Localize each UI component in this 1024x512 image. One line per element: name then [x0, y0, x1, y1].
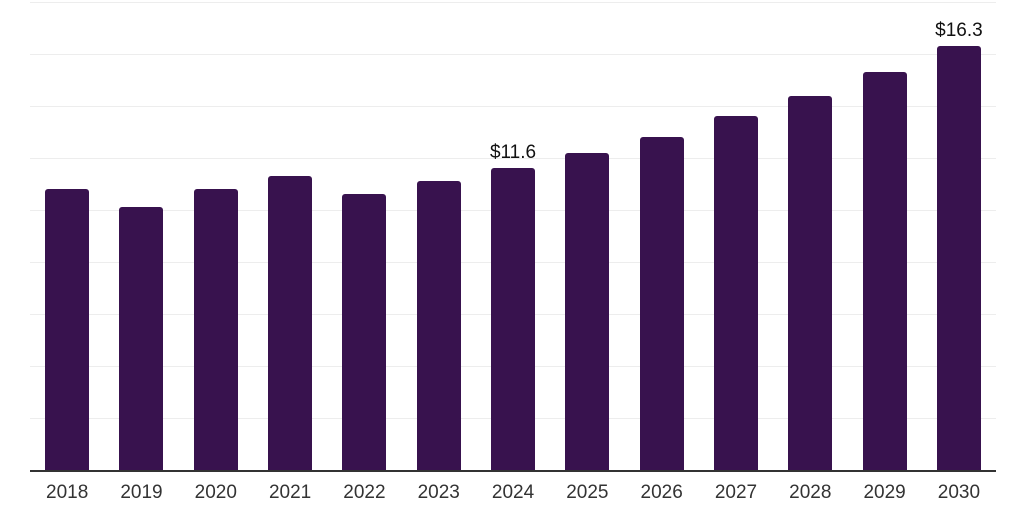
- bar-band-2019: [104, 2, 178, 470]
- x-axis-label-2020: 2020: [194, 482, 237, 503]
- bar-band-2028: [773, 2, 847, 470]
- x-axis-label-2029: 2029: [863, 482, 906, 503]
- plot-area: $11.6 $16.3: [30, 2, 996, 472]
- bar-2022: [342, 194, 387, 470]
- bar-2028: [788, 95, 833, 470]
- bar-2018: [45, 189, 90, 470]
- bar-2027: [713, 116, 758, 470]
- bar-2020: [193, 189, 238, 470]
- bar-band-2024: $11.6: [476, 2, 550, 470]
- bar-2021: [268, 176, 313, 470]
- gridline: [30, 106, 996, 107]
- bar-2019: [119, 207, 164, 470]
- x-axis-label-2023: 2023: [417, 482, 460, 503]
- bar-band-2022: [327, 2, 401, 470]
- bar-band-2021: [253, 2, 327, 470]
- x-axis-label-2030: 2030: [937, 482, 981, 503]
- bar-2024: [491, 168, 536, 470]
- bar-band-2018: [30, 2, 104, 470]
- x-axis-label-2024: 2024: [491, 482, 535, 503]
- gridline: [30, 54, 996, 55]
- x-axis-label-2028: 2028: [789, 482, 832, 503]
- x-axis-label-2018: 2018: [46, 482, 89, 503]
- bar-band-2020: [179, 2, 253, 470]
- x-axis-label-2022: 2022: [343, 482, 386, 503]
- gridline: [30, 158, 996, 159]
- bar-band-2026: [625, 2, 699, 470]
- bar-2026: [639, 137, 684, 470]
- x-axis-label-2021: 2021: [268, 482, 312, 503]
- bar-value-label-2030: $16.3: [935, 20, 983, 42]
- bar-band-2025: [550, 2, 624, 470]
- x-axis: 2018 2019 2020 2021 2022 2023 2024 2025 2026 2027…: [30, 483, 996, 503]
- x-axis-label-2027: 2027: [714, 482, 758, 503]
- bar-2029: [862, 72, 907, 470]
- x-axis-label-2026: 2026: [640, 482, 683, 503]
- x-axis-label-2025: 2025: [566, 482, 609, 503]
- bar-band-2023: [402, 2, 476, 470]
- bars-group: $11.6 $16.3: [30, 2, 996, 470]
- bar-2030: [936, 46, 981, 470]
- gridline: [30, 2, 996, 3]
- bar-2025: [565, 152, 610, 470]
- bar-band-2027: [699, 2, 773, 470]
- bar-band-2029: [847, 2, 921, 470]
- bar-band-2030: $16.3: [922, 2, 996, 470]
- bar-value-label-2024: $11.6: [489, 142, 537, 164]
- x-axis-label-2019: 2019: [120, 482, 163, 503]
- bar-2023: [416, 181, 461, 470]
